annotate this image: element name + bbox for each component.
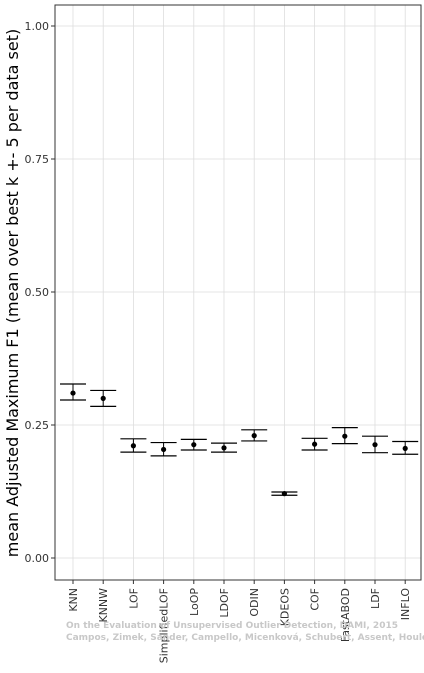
x-tick-label-9: FastABOD <box>339 588 352 642</box>
errorbar-2 <box>120 438 147 453</box>
mean-point-2 <box>130 443 136 449</box>
x-tick-label-1: KNNW <box>97 588 110 623</box>
x-tick-label-2: LOF <box>127 588 140 609</box>
y-tick-label-0: 0.00 <box>25 552 50 565</box>
x-tick-label-10: LDF <box>369 588 382 609</box>
y-axis-label: mean Adjusted Maximum F1 (mean over best… <box>3 29 22 557</box>
x-tick-label-4: LoOP <box>188 588 201 616</box>
watermark: On the Evaluation of Unsupervised Outlie… <box>66 621 424 643</box>
mean-point-6 <box>251 433 257 439</box>
errorbar-10 <box>362 435 388 454</box>
x-axis: KNN KNNW LOF SimplifiedLOF LoOP LDOF ODIN KDEOS… <box>67 580 412 663</box>
errorbar-6 <box>241 429 268 442</box>
errorbar-1 <box>90 389 117 407</box>
mean-point-5 <box>221 445 227 451</box>
errorbar-8 <box>301 437 328 451</box>
y-tick-label-4: 1.00 <box>25 20 50 33</box>
errorbar-0 <box>60 383 86 401</box>
panel-background <box>55 5 421 580</box>
mean-point-9 <box>342 433 348 439</box>
x-tick-label-5: LDOF <box>218 588 231 618</box>
watermark-line-1: On the Evaluation of Unsupervised Outlie… <box>66 621 398 631</box>
mean-point-1 <box>100 395 106 401</box>
mean-point-8 <box>312 441 318 447</box>
errorbar-11 <box>392 440 419 455</box>
errorbar-7 <box>271 491 298 497</box>
mean-point-10 <box>372 442 378 448</box>
x-tick-label-0: KNN <box>67 588 80 612</box>
x-tick-label-3: SimplifiedLOF <box>158 588 171 663</box>
errorbar-4 <box>180 438 207 451</box>
x-tick-label-11: INFLO <box>399 588 412 621</box>
errorbar-9 <box>331 427 358 445</box>
y-axis: 0.00 0.25 0.50 0.75 1.00 <box>25 20 55 565</box>
y-tick-label-2: 0.50 <box>25 286 50 299</box>
errorbar-3 <box>150 441 177 457</box>
mean-point-7 <box>281 491 287 497</box>
mean-point-0 <box>70 390 76 396</box>
x-tick-label-8: COF <box>309 588 322 611</box>
mean-point-4 <box>191 442 197 448</box>
data-marks <box>60 383 419 497</box>
y-tick-label-1: 0.25 <box>25 419 50 432</box>
x-tick-label-6: ODIN <box>248 588 261 617</box>
mean-point-3 <box>161 446 167 453</box>
watermark-line-2: Campos, Zimek, Sander, Campello, Micenko… <box>66 633 424 643</box>
errorbar-5 <box>211 442 237 453</box>
mean-point-11 <box>402 445 408 452</box>
gridlines <box>55 5 421 580</box>
y-tick-label-3: 0.75 <box>25 153 50 166</box>
x-tick-label-7: KDEOS <box>278 588 291 626</box>
